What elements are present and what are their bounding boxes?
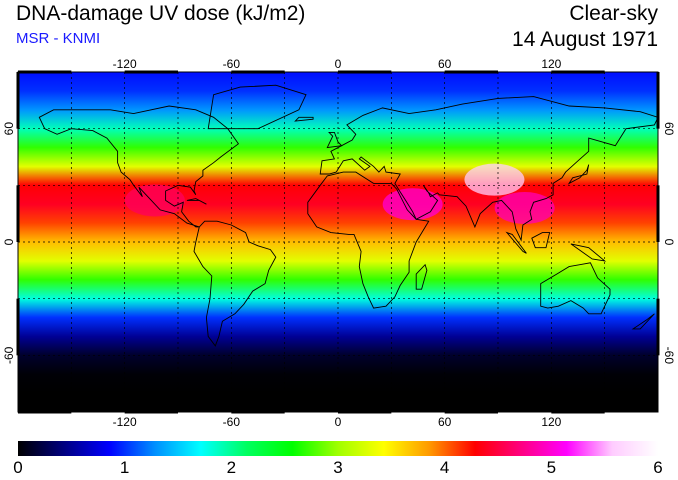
lon-label-top: -60 xyxy=(223,57,241,71)
lon-label-top: 60 xyxy=(438,57,452,71)
colorbar-tick-label: 0 xyxy=(13,458,23,477)
colorbar-tick-label: 4 xyxy=(439,458,450,477)
coastline xyxy=(38,105,240,228)
lon-label-top: -120 xyxy=(113,57,137,71)
coastlines xyxy=(38,84,658,347)
lon-label-top: 0 xyxy=(335,57,342,71)
lon-label-bottom: 0 xyxy=(335,415,342,429)
coastline xyxy=(186,198,207,205)
lat-label-left: 0 xyxy=(2,238,16,245)
sky-condition-label: Clear-sky xyxy=(569,2,658,25)
coastline xyxy=(531,232,551,249)
lat-label-left: -60 xyxy=(2,346,16,364)
coastline xyxy=(540,262,611,315)
lon-label-bottom: 120 xyxy=(541,415,561,429)
coastline xyxy=(570,243,607,262)
source-label: MSR - KNMI xyxy=(16,30,101,47)
colorbar-tick-label: 3 xyxy=(333,458,343,477)
lon-label-top: 120 xyxy=(541,57,561,71)
peak-region xyxy=(124,184,185,217)
peak-region xyxy=(464,163,525,196)
coastline xyxy=(326,131,343,149)
lon-label-bottom: -60 xyxy=(223,415,241,429)
colorbar xyxy=(18,441,658,456)
lon-label-bottom: -120 xyxy=(113,415,137,429)
peak-region xyxy=(494,192,555,224)
coastline xyxy=(307,171,430,309)
lat-label-right: 60 xyxy=(662,122,676,136)
colorbar-tick-label: 5 xyxy=(546,458,557,477)
coastline xyxy=(415,263,428,290)
lon-label-bottom: 60 xyxy=(438,415,452,429)
map-title: DNA-damage UV dose (kJ/m2) xyxy=(16,2,306,25)
colorbar-tick-label: 1 xyxy=(119,458,130,477)
peak-dose-regions xyxy=(124,163,555,224)
coastline xyxy=(207,84,307,130)
coastline xyxy=(294,116,314,122)
graticule xyxy=(18,72,658,412)
lat-label-left: 60 xyxy=(2,122,16,136)
coastline xyxy=(193,220,277,347)
lat-label-right: 0 xyxy=(662,239,676,246)
lat-label-right: -60 xyxy=(662,347,676,365)
colorbar-tick-label: 6 xyxy=(653,458,663,477)
coastline xyxy=(319,96,658,242)
colorbar-tick-label: 2 xyxy=(226,458,237,477)
peak-region xyxy=(382,188,443,221)
coastline xyxy=(567,164,590,185)
date-label: 14 August 1971 xyxy=(512,28,658,51)
coastline xyxy=(505,231,527,254)
coastline xyxy=(631,313,655,330)
map-ticks xyxy=(16,70,660,414)
